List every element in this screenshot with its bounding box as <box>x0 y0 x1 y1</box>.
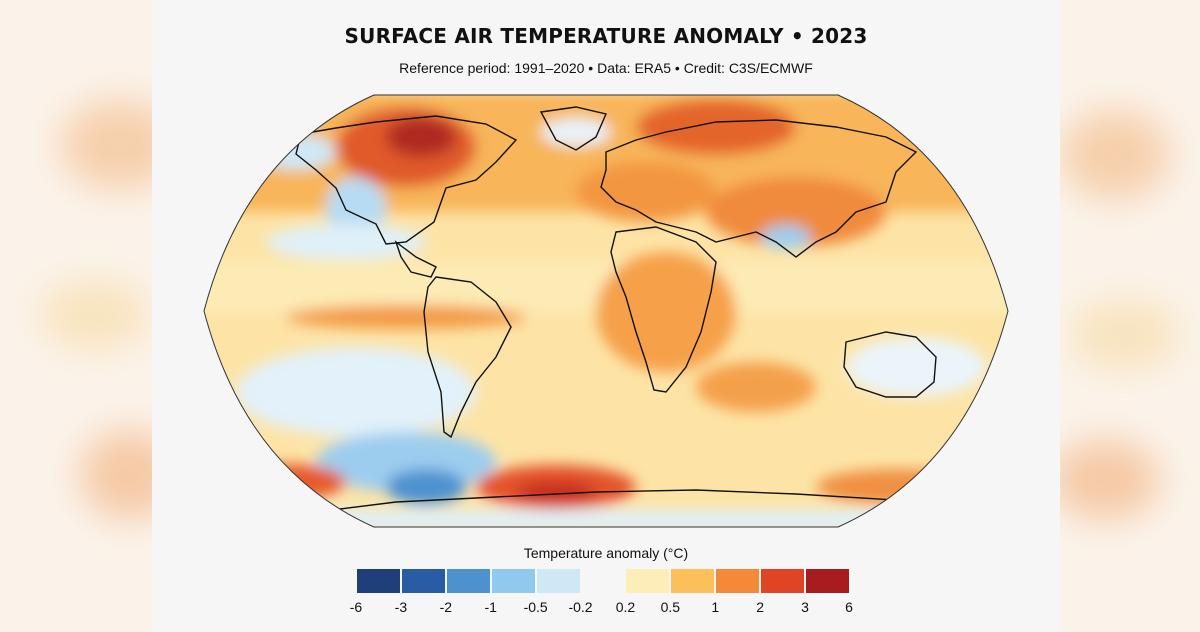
north-america-outline <box>295 115 518 245</box>
legend-swatch <box>716 569 760 593</box>
enso-warm <box>286 305 526 329</box>
europe-warm <box>576 162 716 222</box>
legend-swatch <box>806 569 849 593</box>
tibet-cool <box>761 225 811 249</box>
legend-swatch <box>581 569 625 593</box>
legend-tick-label: 3 <box>801 599 809 615</box>
south-america-outline <box>423 276 512 439</box>
legend-swatch <box>491 569 535 593</box>
map-title: SURFACE AIR TEMPERATURE ANOMALY • 2023 <box>344 24 868 48</box>
legend-tick-label: -6 <box>349 599 363 615</box>
legend-swatch <box>446 569 490 593</box>
legend-swatch <box>401 569 445 593</box>
indian-ocean-warm <box>696 362 816 412</box>
central-america-outline <box>394 240 437 278</box>
world-anomaly-map <box>203 94 1009 528</box>
canada-core <box>386 117 456 157</box>
legend-title: Temperature anomaly (°C) <box>523 545 689 561</box>
legend-ticks: -6 -3 -2 -1 -0.5 -0.2 0.2 0.5 1 2 3 6 <box>152 599 1060 617</box>
legend-swatch <box>357 569 400 593</box>
siberia-hotspot <box>636 99 796 155</box>
se-pacific-cool <box>236 347 476 437</box>
legend-tick-label: -1 <box>484 599 497 615</box>
legend-swatch <box>626 569 670 593</box>
background-blob <box>1060 110 1170 200</box>
legend-tick-label: 2 <box>756 599 765 615</box>
drake-cool <box>386 469 466 505</box>
legend-tick-label: 6 <box>845 599 853 615</box>
background-blob <box>1070 300 1180 370</box>
map-subtitle: Reference period: 1991–2020 • Data: ERA5… <box>399 60 813 76</box>
legend-tick-label: -0.5 <box>523 599 548 615</box>
legend-tick-label: -0.2 <box>568 599 593 615</box>
weddell-core <box>516 482 596 502</box>
background-blob <box>40 280 150 350</box>
pacific-cool <box>266 224 426 260</box>
legend-swatch <box>761 569 805 593</box>
australia-cool <box>846 337 986 397</box>
legend-tick-label: -3 <box>394 599 408 615</box>
eurasia-outline <box>600 119 918 258</box>
legend-tick-label: -2 <box>439 599 453 615</box>
africa-warm <box>596 252 736 372</box>
legend-swatch <box>671 569 715 593</box>
legend-colorbar <box>357 569 849 593</box>
coastlines <box>295 106 977 513</box>
africa-outline <box>610 226 717 393</box>
antarctica-outline <box>315 489 977 513</box>
anomaly-field <box>204 95 1008 527</box>
map-card: SURFACE AIR TEMPERATURE ANOMALY • 2023 R… <box>152 0 1060 632</box>
globe-border <box>203 94 1009 528</box>
greenland-outline <box>539 106 607 151</box>
legend-tick-label: 0.5 <box>660 599 681 615</box>
legend-tick-label: 1 <box>711 599 720 615</box>
legend-tick-label: 0.2 <box>615 599 636 615</box>
se-warm-band <box>816 469 976 505</box>
australia-outline <box>843 331 937 398</box>
asia-warm <box>706 177 886 247</box>
legend-swatch <box>536 569 580 593</box>
sw-warm-band <box>226 464 346 500</box>
antarctic-edge <box>204 510 1008 527</box>
background-blob <box>1050 440 1160 520</box>
